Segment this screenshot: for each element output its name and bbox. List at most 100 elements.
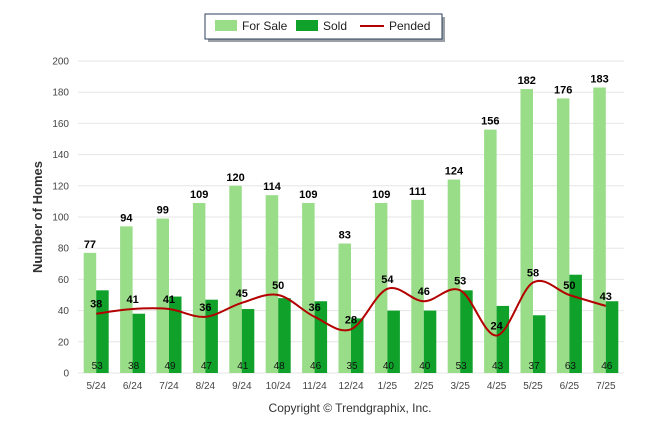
y-tick-label: 160 (52, 119, 69, 130)
data-label-sold: 38 (128, 361, 140, 372)
bar-sold (569, 274, 582, 373)
bar-for-sale (484, 129, 497, 373)
x-tick-label: 3/25 (450, 381, 470, 392)
x-tick-label: 6/24 (123, 381, 143, 392)
x-tick-label: 2/25 (414, 381, 434, 392)
y-axis-ticks: 0 20 40 60 80 100 120 140 160 180 200 (52, 57, 69, 380)
bar-sold (533, 315, 546, 373)
data-label-for-sale: 77 (84, 239, 96, 251)
bar-for-sale (229, 185, 242, 373)
data-label-sold: 40 (383, 361, 395, 372)
x-tick-label: 10/24 (266, 381, 291, 392)
y-tick-label: 100 (52, 213, 69, 224)
data-label-pended: 41 (126, 294, 138, 306)
data-label-pended: 58 (527, 268, 539, 280)
data-label-for-sale: 109 (372, 189, 390, 201)
data-label-sold: 53 (456, 361, 468, 372)
bar-for-sale (83, 252, 97, 373)
legend-box (204, 13, 443, 40)
bar-sold (132, 313, 146, 373)
data-label-for-sale: 120 (226, 172, 244, 184)
data-label-for-sale: 109 (190, 189, 208, 201)
data-label-sold: 35 (346, 361, 358, 372)
pended-line-group (96, 279, 607, 337)
data-label-sold: 40 (419, 361, 431, 372)
bar-for-sale (156, 218, 169, 373)
bar-sold (387, 310, 400, 373)
y-tick-label: 140 (52, 150, 69, 161)
data-label-pended: 53 (454, 275, 466, 287)
bar-sold (205, 299, 218, 373)
data-label-sold: 41 (237, 361, 249, 372)
bar-sold (96, 290, 109, 373)
bar-for-sale (447, 179, 461, 373)
legend-swatch-sold (296, 20, 318, 31)
data-label-pended: 36 (199, 302, 211, 314)
data-label-for-sale: 83 (339, 230, 351, 242)
data-label-pended: 38 (90, 299, 102, 311)
bar-for-sale (411, 199, 424, 373)
x-tick-label: 11/24 (302, 381, 327, 392)
y-tick-label: 80 (58, 244, 70, 255)
data-label-pended: 28 (345, 314, 357, 326)
legend-label-sold: Sold (323, 19, 347, 33)
y-tick-label: 120 (52, 181, 69, 192)
data-label-sold: 53 (92, 361, 104, 372)
bar-for-sale (556, 98, 570, 373)
bar-for-sale (338, 243, 351, 373)
y-tick-label: 180 (52, 88, 69, 99)
pended-line (96, 279, 607, 337)
data-label-pended: 24 (490, 321, 503, 333)
data-label-sold: 63 (565, 361, 577, 372)
data-label-pended: 50 (563, 280, 575, 292)
copyright-text: Copyright © Trendgraphix, Inc. (269, 401, 432, 415)
data-label-pended: 54 (381, 274, 394, 286)
bar-for-sale (593, 87, 606, 374)
bar-for-sale (302, 202, 315, 373)
bar-sold (169, 296, 182, 373)
bar-for-sale (374, 202, 388, 373)
data-label-for-sale: 176 (554, 84, 572, 96)
data-label-sold: 46 (310, 361, 322, 372)
x-tick-label: 5/25 (523, 381, 543, 392)
bar-sold (496, 305, 510, 373)
bar-sold (423, 310, 437, 373)
data-label-sold: 48 (274, 361, 286, 372)
x-tick-label: 7/24 (159, 381, 179, 392)
data-label-sold: 43 (492, 361, 504, 372)
bar-sold (605, 301, 619, 373)
y-tick-label: 0 (63, 369, 69, 380)
data-label-pended: 41 (163, 294, 175, 306)
x-tick-label: 1/25 (378, 381, 398, 392)
x-tick-label: 8/24 (196, 381, 216, 392)
bars (83, 87, 619, 374)
bar-sold (460, 290, 473, 373)
data-label-sold: 49 (164, 361, 176, 372)
x-axis-ticks: 5/24 6/24 7/24 8/24 9/24 10/24 11/24 12/24 1/25 2… (86, 381, 616, 392)
data-label-for-sale: 99 (157, 205, 169, 217)
x-tick-label: 7/25 (596, 381, 616, 392)
x-tick-label: 12/24 (338, 381, 363, 392)
data-label-for-sale: 114 (263, 181, 282, 193)
bar-sold (278, 298, 291, 373)
y-tick-label: 60 (58, 275, 70, 286)
data-label-for-sale: 183 (590, 74, 608, 86)
legend-label-pended: Pended (389, 19, 430, 33)
data-label-for-sale: 156 (481, 116, 499, 128)
bar-for-sale (192, 202, 206, 373)
legend-swatch-for-sale (215, 20, 237, 31)
data-label-for-sale: 94 (120, 212, 133, 224)
data-label-sold: 37 (528, 361, 540, 372)
y-tick-label: 200 (52, 57, 69, 68)
legend: For Sale Sold Pended (204, 13, 445, 42)
x-tick-label: 6/25 (560, 381, 580, 392)
data-label-pended: 50 (272, 280, 284, 292)
data-label-for-sale: 111 (409, 186, 426, 198)
bar-sold (351, 318, 364, 373)
y-tick-label: 40 (58, 306, 70, 317)
data-label-for-sale: 182 (518, 75, 536, 87)
data-label-for-sale: 109 (299, 189, 317, 201)
bar-sold (241, 309, 255, 373)
data-label-sold: 46 (601, 361, 613, 372)
data-label-sold: 47 (201, 361, 213, 372)
